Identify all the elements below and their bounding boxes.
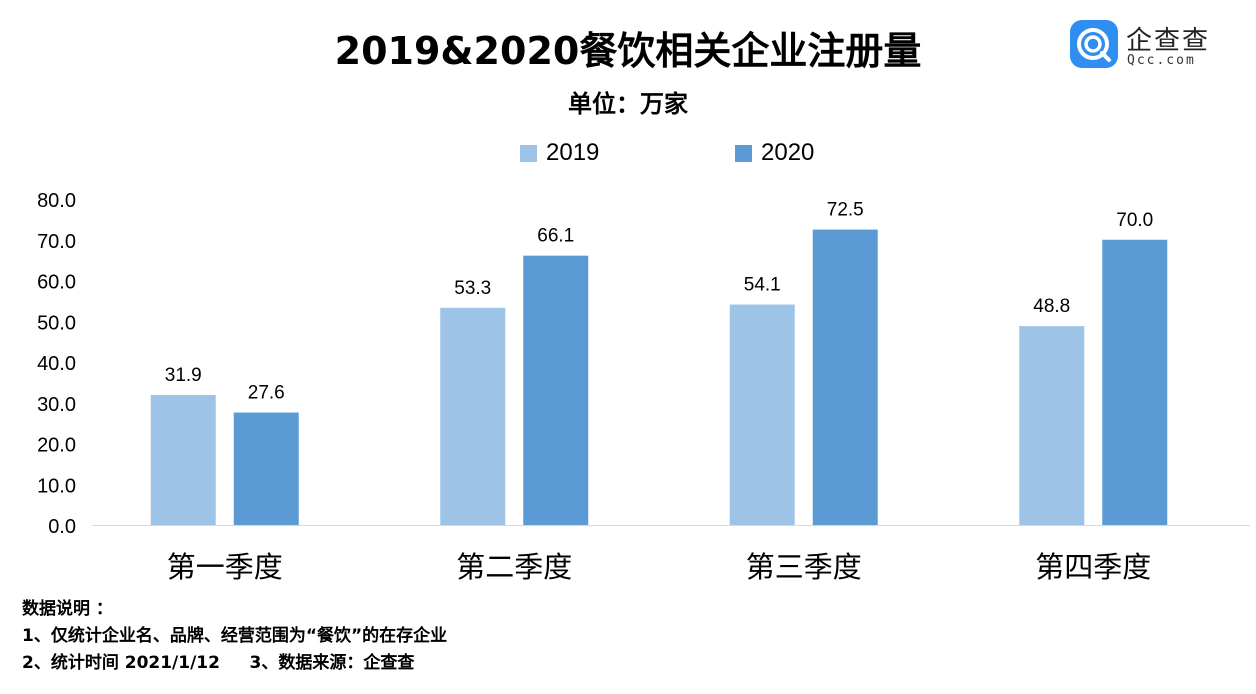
legend-label-2019: 2019 xyxy=(546,139,600,166)
bar-2020-2 xyxy=(523,255,589,525)
bar-2019-3 xyxy=(729,304,795,525)
qcc-logo: 企查查 Qcc.com xyxy=(1070,20,1230,70)
data-label: 72.5 xyxy=(827,200,864,221)
logo-domain: Qcc.com xyxy=(1127,53,1196,68)
y-tick-label: 50.0 xyxy=(37,312,76,334)
data-label: 70.0 xyxy=(1116,210,1153,231)
x-tick-label: 第四季度 xyxy=(1035,550,1151,584)
legend-item-2020: 2020 xyxy=(735,136,814,170)
chart-subtitle: 单位：万家 xyxy=(568,90,688,118)
data-label: 48.8 xyxy=(1033,296,1070,317)
bar-2019-2 xyxy=(440,307,506,525)
y-tick-label: 40.0 xyxy=(37,353,76,375)
chart-legend: 2019 2020 xyxy=(0,136,1256,170)
bar-2020-1 xyxy=(233,412,299,525)
bar-2020-3 xyxy=(812,229,878,525)
y-tick-label: 10.0 xyxy=(37,475,76,497)
y-tick-label: 80.0 xyxy=(37,190,76,212)
x-tick-label: 第一季度 xyxy=(167,550,283,584)
bar-2020-4 xyxy=(1102,239,1168,525)
legend-swatch-2020 xyxy=(735,144,752,162)
x-tick-label: 第三季度 xyxy=(746,550,862,584)
legend-swatch-2019 xyxy=(520,144,537,162)
data-notes: 数据说明 ： 1、仅统计企业名、品牌、经营范围为“餐饮”的在存企业 2、统计时间… xyxy=(22,596,447,677)
legend-label-2020: 2020 xyxy=(761,139,815,166)
qcc-logo-icon xyxy=(1070,20,1118,68)
logo-name: 企查查 xyxy=(1126,26,1211,56)
notes-heading: 数据说明 ： xyxy=(22,599,113,619)
data-label: 27.6 xyxy=(248,383,285,404)
y-tick-label: 70.0 xyxy=(37,231,76,253)
data-label: 31.9 xyxy=(165,365,202,386)
bar-2019-4 xyxy=(1019,326,1085,525)
y-tick-label: 20.0 xyxy=(37,435,76,457)
y-tick-label: 30.0 xyxy=(37,394,76,416)
notes-line-2: 2、统计时间 2021/1/12 3、数据来源：企查查 xyxy=(22,653,415,673)
y-tick-label: 0.0 xyxy=(48,516,76,538)
y-tick-label: 60.0 xyxy=(37,272,76,294)
data-label: 53.3 xyxy=(454,278,491,299)
data-label: 66.1 xyxy=(537,226,574,247)
bar-2019-1 xyxy=(150,395,216,525)
notes-line-1: 1、仅统计企业名、品牌、经营范围为“餐饮”的在存企业 xyxy=(22,626,448,646)
x-tick-label: 第二季度 xyxy=(456,550,572,584)
legend-item-2019: 2019 xyxy=(520,136,599,170)
chart-title: 2019&2020餐饮相关企业注册量 xyxy=(334,29,922,73)
data-label: 54.1 xyxy=(744,275,781,296)
